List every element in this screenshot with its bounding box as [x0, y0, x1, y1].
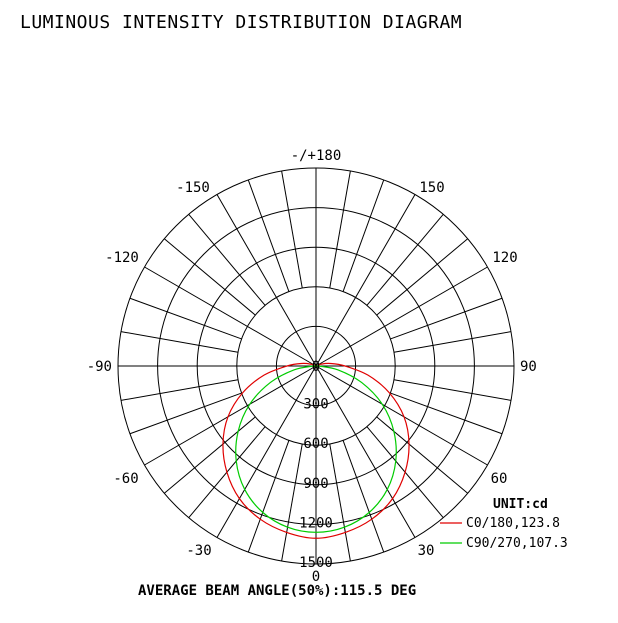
radial-tick-label: 1200 [299, 515, 333, 531]
grid-spoke [164, 416, 256, 494]
angle-label: 90 [520, 359, 537, 375]
grid-spoke [366, 214, 444, 306]
grid-spoke [329, 170, 351, 289]
grid-spoke [315, 266, 488, 367]
chart-title: LUMINOUS INTENSITY DISTRIBUTION DIAGRAM [20, 12, 463, 33]
grid-spoke [315, 194, 416, 367]
grid-spoke [120, 379, 239, 401]
angle-label: -150 [176, 180, 210, 196]
grid-spoke [164, 238, 256, 316]
grid-spoke [120, 331, 239, 353]
grid-spoke [390, 297, 503, 340]
angle-label: -60 [113, 471, 138, 487]
angle-label: 120 [492, 250, 517, 266]
grid-spoke [329, 443, 351, 562]
grid-spoke [188, 214, 266, 306]
grid-spoke [342, 440, 385, 553]
angle-labels: -/+180 150 -150 120 -120 90 -90 60 -60 30 -30 0 [87, 148, 537, 585]
grid-spoke [281, 443, 303, 562]
series-line-c0-180 [222, 362, 410, 539]
grid-spoke [247, 440, 290, 553]
grid-spoke [376, 416, 468, 494]
radial-tick-label: 1500 [299, 555, 333, 571]
grid-spoke [216, 365, 317, 538]
radial-tick-label: 0 [312, 359, 320, 375]
angle-label: -120 [105, 250, 139, 266]
legend-entry: C90/270,107.3 [466, 536, 568, 551]
grid-spoke [281, 170, 303, 289]
grid-spoke [129, 392, 242, 435]
legend-entry: C0/180,123.8 [466, 516, 560, 531]
angle-label: -30 [186, 543, 211, 559]
grid-spoke [393, 331, 512, 353]
unit-label: UNIT:cd [493, 497, 548, 512]
grid-spoke [247, 179, 290, 292]
radial-tick-label: 900 [303, 476, 328, 492]
grid-spoke [144, 266, 317, 367]
angle-label: 60 [491, 471, 508, 487]
radial-tick-label: 300 [303, 397, 328, 413]
grid-spoke [342, 179, 385, 292]
angle-label: -90 [87, 359, 112, 375]
grid-spoke [315, 365, 488, 466]
angle-label: 0 [312, 569, 320, 585]
angle-label: 150 [419, 180, 444, 196]
radial-tick-label: 600 [303, 436, 328, 452]
beam-angle-footer: AVERAGE BEAM ANGLE(50%):115.5 DEG [138, 583, 417, 599]
legend: UNIT:cd C0/180,123.8 C90/270,107.3 [440, 497, 568, 551]
series-group [222, 362, 410, 539]
grid-spoke [390, 392, 503, 435]
series-line-c90-270 [235, 365, 397, 533]
grid-spoke [376, 238, 468, 316]
radial-labels: 0 300 600 900 1200 1500 [299, 359, 333, 571]
polar-grid [117, 167, 515, 565]
grid-spoke [129, 297, 242, 340]
grid-spoke [393, 379, 512, 401]
grid-spoke [315, 365, 416, 538]
grid-spoke [216, 194, 317, 367]
angle-label: 30 [418, 543, 435, 559]
grid-spoke [144, 365, 317, 466]
angle-label: -/+180 [291, 148, 342, 164]
